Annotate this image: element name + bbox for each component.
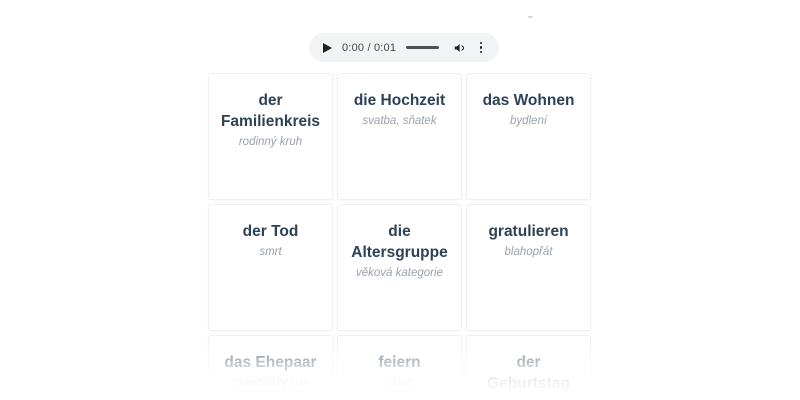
flashcard[interactable]: feiern slavit [337, 335, 462, 400]
overflow-menu-button[interactable] [476, 40, 486, 55]
card-term: der Familienkreis [220, 92, 321, 130]
card-term: die Hochzeit [353, 92, 446, 109]
card-translation: smrt [259, 246, 282, 258]
flashcard[interactable]: die Hochzeit svatba, sňatek [337, 73, 462, 200]
flashcard[interactable]: der Familienkreis rodinný kruh [208, 73, 333, 200]
play-icon [323, 42, 332, 53]
card-translation: bydlení [509, 115, 548, 127]
flashcard-grid: der Familienkreis rodinný kruh die Hochz… [208, 73, 591, 400]
card-term: der Geburtstag [487, 354, 570, 392]
flashcard[interactable]: das Wohnen bydlení [466, 73, 591, 200]
card-term: die Altersgruppe [351, 223, 448, 261]
card-translation: rodinný kruh [238, 136, 303, 148]
audio-player: 0:00 / 0:01 [309, 33, 499, 62]
card-term: der Tod [242, 223, 299, 240]
volume-button[interactable] [452, 40, 467, 55]
card-translation: blahopřát [504, 246, 553, 258]
flashcard[interactable]: die Altersgruppe věková kategorie [337, 204, 462, 331]
card-term: feiern [378, 354, 421, 371]
flashcard[interactable]: das Ehepaar manželský pár [208, 335, 333, 400]
card-term: gratulieren [488, 223, 569, 240]
card-translation: slavit [386, 377, 413, 389]
stray-mark [528, 16, 533, 18]
seek-bar[interactable] [406, 46, 439, 49]
volume-icon [454, 43, 464, 52]
card-term: das Wohnen [482, 92, 575, 109]
flashcard[interactable]: gratulieren blahopřát [466, 204, 591, 331]
time-display: 0:00 / 0:01 [342, 41, 397, 54]
card-translation: svatba, sňatek [362, 115, 437, 127]
card-translation: manželský pár [233, 377, 308, 389]
card-translation: věková kategorie [356, 267, 443, 279]
flashcard[interactable]: der Tod smrt [208, 204, 333, 331]
flashcard[interactable]: der Geburtstag narozeniny [466, 335, 591, 400]
card-term: das Ehepaar [224, 354, 317, 371]
kebab-menu-icon [479, 41, 483, 54]
play-button[interactable] [323, 42, 334, 54]
